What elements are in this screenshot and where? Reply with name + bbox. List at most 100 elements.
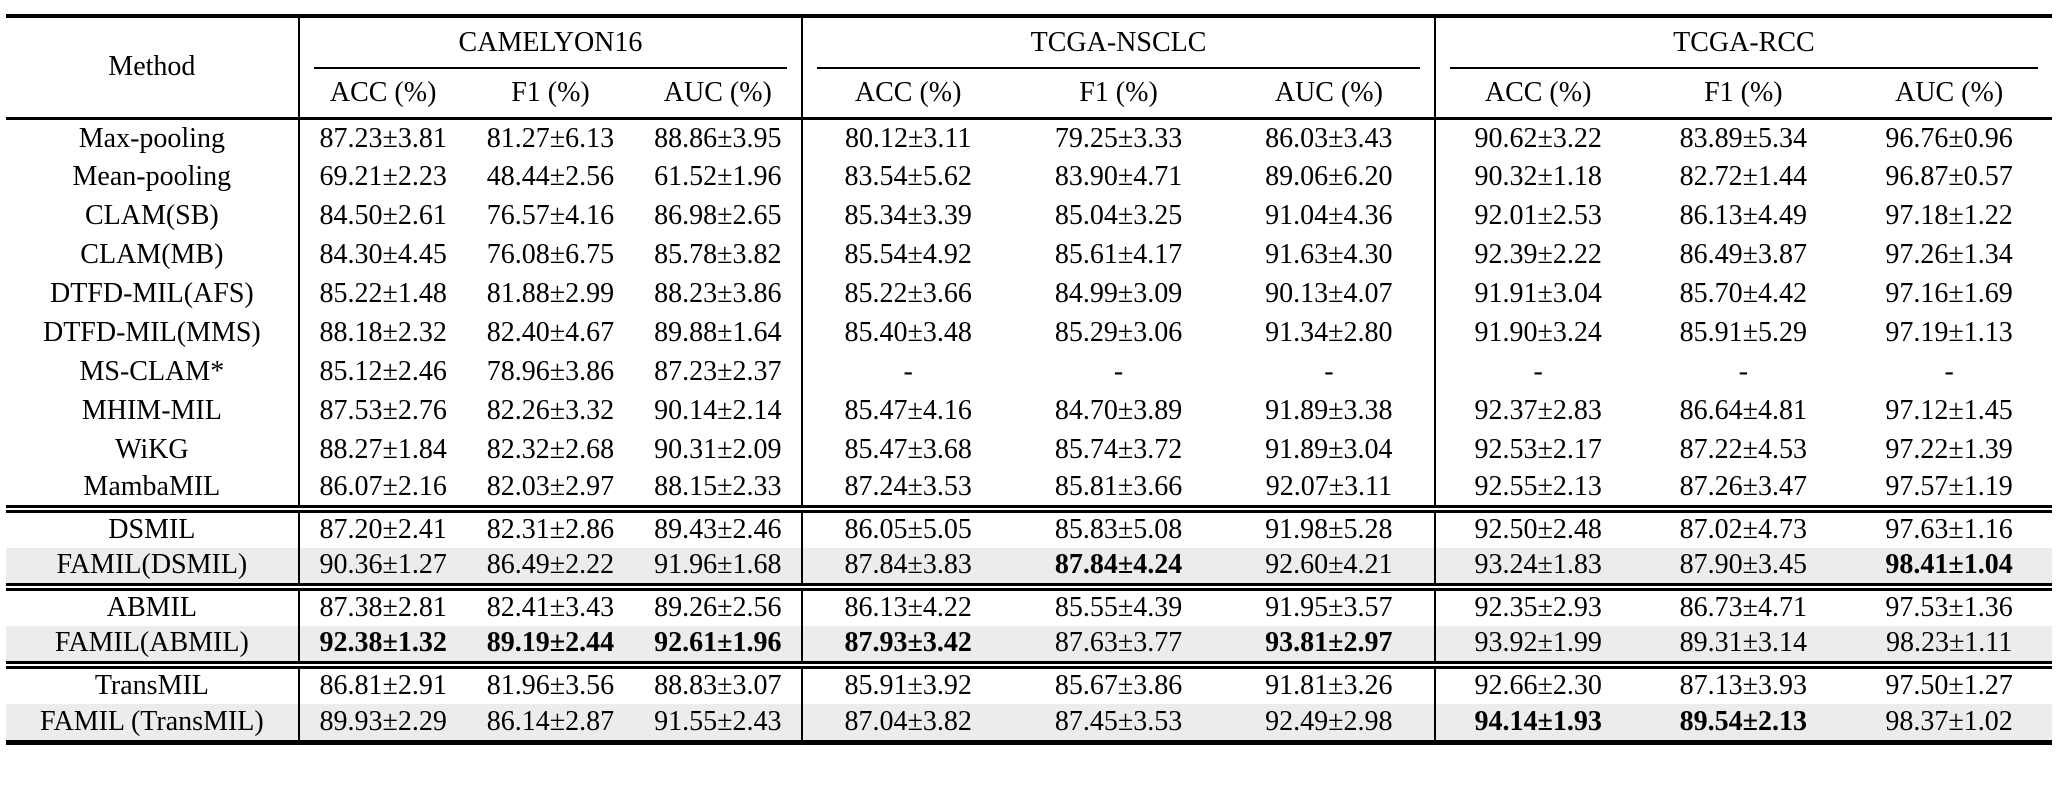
method-cell: FAMIL(ABMIL) [54, 626, 249, 658]
value-cell: 76.57±4.16 [486, 199, 615, 231]
value-cell: 88.18±2.32 [297, 313, 467, 353]
value-cell: 87.84±4.24 [1054, 548, 1183, 580]
value-cell: 91.95±3.57 [1265, 591, 1393, 623]
value-cell: 85.29±3.06 [1054, 316, 1183, 348]
value-cell: 90.14±2.14 [654, 394, 782, 426]
method-cell: WiKG [115, 433, 189, 465]
metric-header: AUC (%) [663, 76, 772, 108]
value-cell: 97.63±1.16 [1885, 513, 2013, 545]
value-cell: 89.93±2.29 [297, 703, 467, 743]
value-cell: 90.62±3.22 [1433, 118, 1641, 158]
value-cell: 85.67±3.86 [1054, 669, 1183, 701]
table-row: DSMIL 87.20±2.41 82.31±2.86 89.43±2.46 86.05… [6, 508, 2052, 548]
table-row: DTFD-MIL(AFS) 85.22±1.48 81.88±2.99 88.23±3… [6, 274, 2052, 314]
method-cell: FAMIL(DSMIL) [56, 548, 248, 580]
value-cell: 85.81±3.66 [1054, 470, 1183, 502]
value-cell: 86.13±4.49 [1679, 199, 1808, 231]
value-cell: 88.23±3.86 [654, 277, 782, 309]
table-row: FAMIL(DSMIL) 90.36±1.27 86.49±2.22 91.96±1.… [6, 547, 2052, 587]
value-cell: 84.70±3.89 [1054, 394, 1183, 426]
table-row: FAMIL (TransMIL) 89.93±2.29 86.14±2.87 91.5… [6, 703, 2052, 743]
method-cell: DSMIL [108, 513, 196, 545]
value-cell: 86.49±3.87 [1679, 238, 1808, 270]
value-cell: 85.47±4.16 [801, 391, 1014, 431]
table-row: CLAM(MB) 84.30±4.45 76.08±6.75 85.78±3.82 85… [6, 235, 2052, 275]
value-cell: 96.87±0.57 [1885, 160, 2013, 192]
value-cell: 69.21±2.23 [297, 157, 467, 197]
method-column-header: Method [108, 51, 196, 83]
value-cell: 82.31±2.86 [486, 513, 615, 545]
value-cell: 81.27±6.13 [486, 122, 615, 154]
value-cell: 91.96±1.68 [654, 548, 782, 580]
value-cell: 92.38±1.32 [297, 625, 467, 665]
value-cell: 85.34±3.39 [801, 196, 1014, 236]
value-cell: 92.01±2.53 [1433, 196, 1641, 236]
section-baselines: Max-pooling 87.23±3.81 81.27±6.13 88.86±3.9… [6, 118, 2052, 509]
method-cell: TransMIL [94, 669, 209, 701]
value-cell: 84.50±2.61 [297, 196, 467, 236]
value-cell: 92.07±3.11 [1265, 470, 1393, 502]
value-cell: 85.12±2.46 [297, 352, 467, 392]
value-cell: 87.02±4.73 [1679, 513, 1808, 545]
metric-header: AUC (%) [1274, 76, 1383, 108]
metric-header: ACC (%) [1433, 68, 1641, 119]
table-row: Max-pooling 87.23±3.81 81.27±6.13 88.86±3.9… [6, 118, 2052, 158]
metric-header: F1 (%) [1079, 76, 1158, 108]
value-cell: 96.76±0.96 [1885, 122, 2013, 154]
value-cell: - [1944, 355, 1954, 387]
value-cell: 83.89±5.34 [1679, 122, 1808, 154]
value-cell: 90.13±4.07 [1265, 277, 1393, 309]
value-cell: 87.53±2.76 [297, 391, 467, 431]
value-cell: 86.05±5.05 [801, 508, 1014, 548]
metric-header: F1 (%) [511, 76, 590, 108]
value-cell: 97.53±1.36 [1885, 591, 2013, 623]
table-row: WiKG 88.27±1.84 82.32±2.68 90.31±2.09 85.47±… [6, 430, 2052, 470]
section-dsmil: DSMIL 87.20±2.41 82.31±2.86 89.43±2.46 86.05… [6, 508, 2052, 587]
value-cell: 97.22±1.39 [1885, 433, 2013, 465]
value-cell: 91.34±2.80 [1265, 316, 1393, 348]
value-cell: 91.89±3.04 [1265, 433, 1393, 465]
metric-header: AUC (%) [1895, 76, 2004, 108]
value-cell: 83.90±4.71 [1054, 160, 1183, 192]
value-cell: 98.23±1.11 [1885, 626, 2013, 658]
value-cell: 92.55±2.13 [1433, 469, 1641, 509]
value-cell: 92.60±4.21 [1265, 548, 1393, 580]
value-cell: 85.54±4.92 [801, 235, 1014, 275]
method-cell: FAMIL (TransMIL) [39, 705, 264, 737]
value-cell: 85.61±4.17 [1054, 238, 1183, 270]
value-cell: 87.93±3.42 [801, 625, 1014, 665]
results-table: Method CAMELYON16 TCGA-NSCLC TCGA-RCC AC… [6, 14, 2052, 746]
method-cell: DTFD-MIL(MMS) [42, 316, 261, 348]
method-cell: CLAM(SB) [84, 199, 219, 231]
value-cell: 97.18±1.22 [1885, 199, 2013, 231]
value-cell: 76.08±6.75 [486, 238, 615, 270]
dataset-header-camelyon16: CAMELYON16 [297, 16, 803, 69]
value-cell: 85.55±4.39 [1054, 591, 1183, 623]
cmidrule [1449, 66, 2038, 69]
value-cell: 81.96±3.56 [486, 669, 615, 701]
value-cell: 93.24±1.83 [1433, 547, 1641, 587]
value-cell: 91.63±4.30 [1265, 238, 1393, 270]
value-cell: 85.22±1.48 [297, 274, 467, 314]
value-cell: 91.81±3.26 [1265, 669, 1393, 701]
value-cell: 83.54±5.62 [801, 157, 1014, 197]
table-header: Method CAMELYON16 TCGA-NSCLC TCGA-RCC AC… [6, 16, 2052, 119]
value-cell: 92.39±2.22 [1433, 235, 1641, 275]
cmidrule [313, 66, 788, 69]
table-row: MS-CLAM* 85.12±2.46 78.96±3.86 87.23±2.37- -… [6, 352, 2052, 392]
dataset-name: TCGA-RCC [1673, 27, 1815, 58]
value-cell: 88.86±3.95 [654, 122, 782, 154]
value-cell: 86.81±2.91 [297, 664, 467, 704]
table-row: MambaMIL 86.07±2.16 82.03±2.97 88.15±2.33 87… [6, 469, 2052, 509]
value-cell: 82.41±3.43 [486, 591, 615, 623]
value-cell: 90.36±1.27 [297, 547, 467, 587]
value-cell: 97.57±1.19 [1885, 470, 2013, 502]
value-cell: 91.98±5.28 [1265, 513, 1393, 545]
value-cell: 87.20±2.41 [297, 508, 467, 548]
value-cell: 87.22±4.53 [1679, 433, 1808, 465]
table-row: TransMIL 86.81±2.91 81.96±3.56 88.83±3.07 85… [6, 664, 2052, 704]
value-cell: 87.24±3.53 [801, 469, 1014, 509]
value-cell: 87.04±3.82 [801, 703, 1014, 743]
value-cell: - [1324, 355, 1334, 387]
table-row: FAMIL(ABMIL) 92.38±1.32 89.19±2.44 92.61±1.… [6, 625, 2052, 665]
